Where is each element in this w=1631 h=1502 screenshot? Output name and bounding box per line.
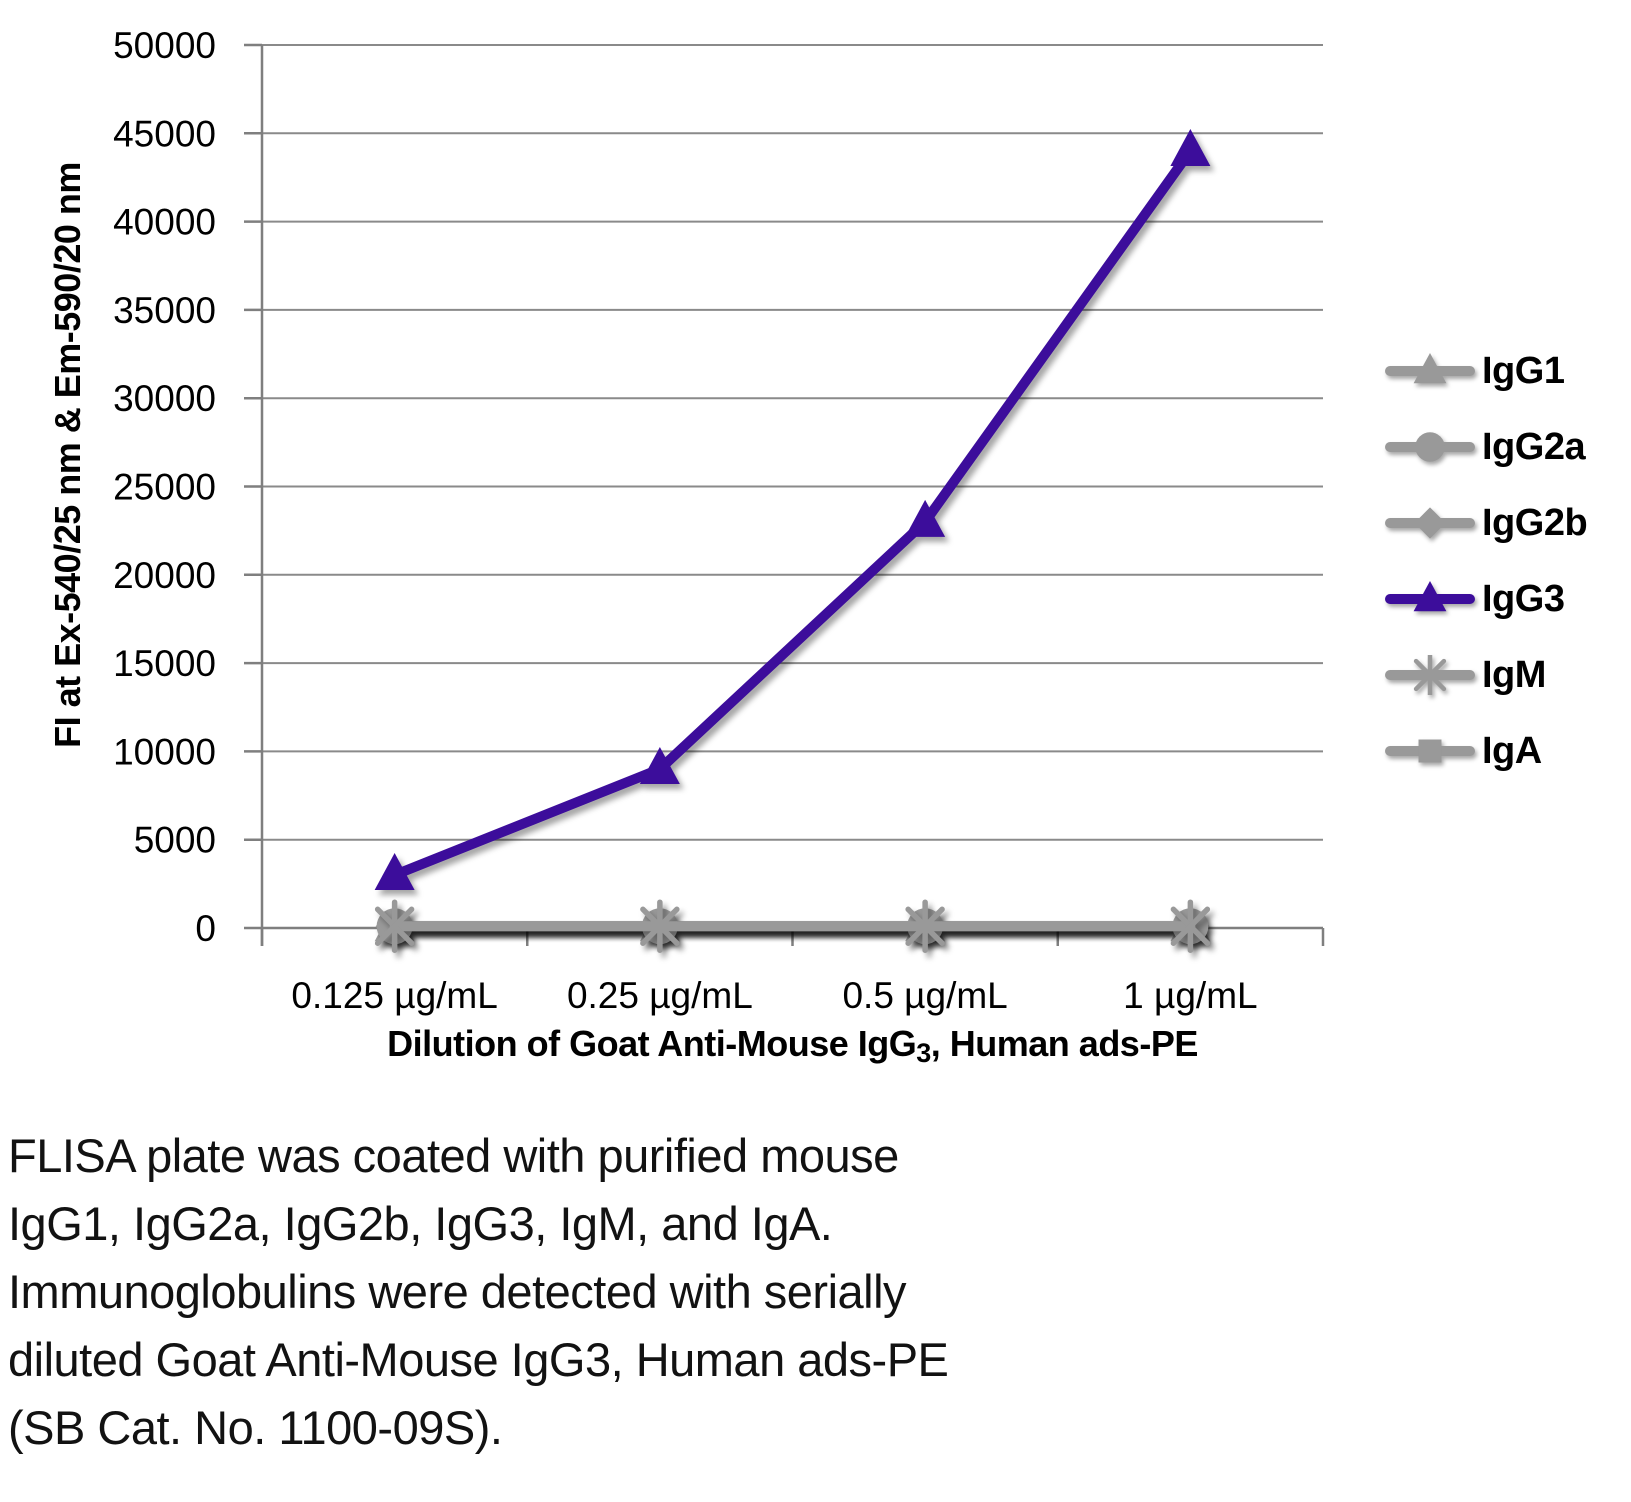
y-tick-label: 35000 — [113, 290, 216, 331]
y-tick-label: 40000 — [113, 202, 216, 243]
legend-item-IgG2a: IgG2a — [1385, 409, 1587, 485]
x-tick-label: 0.25 µg/mL — [567, 975, 753, 1016]
chart-canvas: 0 5000 10000 15000 20000 25000 30000 35000 40000… — [113, 25, 1325, 1068]
caption-line: IgG1, IgG2a, IgG2b, IgG3, IgM, and IgA. — [8, 1197, 833, 1250]
y-tick-label: 5000 — [134, 820, 216, 861]
triangle-marker-icon — [1385, 352, 1475, 384]
legend-label: IgG1 — [1482, 349, 1565, 392]
y-tick-label: 30000 — [113, 378, 216, 419]
legend-label: IgA — [1482, 729, 1542, 772]
series-IgG3 — [374, 128, 1211, 891]
y-tick-label: 50000 — [113, 25, 216, 66]
diamond-marker-icon — [1385, 507, 1475, 539]
y-axis-title: FI at Ex-540/25 nm & Em-590/20 nm — [47, 162, 88, 748]
legend-item-IgM: IgM — [1385, 637, 1587, 713]
series-IgM — [374, 899, 1211, 953]
x-tick-label: 0.5 µg/mL — [842, 975, 1007, 1016]
caption-line: FLISA plate was coated with purified mou… — [8, 1129, 899, 1182]
caption-line: Immunoglobulins were detected with seria… — [8, 1265, 907, 1318]
caption-line: (SB Cat. No. 1100-09S). — [8, 1401, 503, 1454]
y-tick-label: 25000 — [113, 467, 216, 508]
x-axis-title: Dilution of Goat Anti-Mouse IgG3, Human … — [387, 1023, 1198, 1068]
legend-label: IgG2a — [1482, 425, 1586, 468]
y-tick-label: 15000 — [113, 643, 216, 684]
legend-label: IgG3 — [1482, 577, 1565, 620]
figure-caption: FLISA plate was coated with purified mou… — [8, 1122, 1618, 1462]
y-tick-label: 0 — [195, 908, 216, 949]
legend-item-IgA: IgA — [1385, 713, 1587, 789]
gridlines: 0 5000 10000 15000 20000 25000 30000 35000 40000… — [113, 25, 1323, 949]
legend-item-IgG1: IgG1 — [1385, 333, 1587, 409]
legend-label: IgG2b — [1482, 501, 1588, 544]
legend: IgG1 IgG2a IgG2b IgG3 IgM IgA — [1385, 333, 1588, 789]
x-tick-label: 1 µg/mL — [1123, 975, 1257, 1016]
y-tick-label: 10000 — [113, 731, 216, 772]
legend-item-IgG2b: IgG2b — [1385, 485, 1588, 561]
square-marker-icon — [1385, 739, 1475, 763]
asterisk-marker-icon — [1385, 655, 1475, 695]
x-tick-label: 0.125 µg/mL — [291, 975, 497, 1016]
legend-label: IgM — [1482, 653, 1546, 696]
legend-item-IgG3: IgG3 — [1385, 561, 1587, 637]
circle-marker-icon — [1385, 432, 1475, 462]
y-tick-label: 20000 — [113, 555, 216, 596]
caption-line: diluted Goat Anti-Mouse IgG3, Human ads-… — [8, 1333, 949, 1386]
y-tick-label: 45000 — [113, 113, 216, 154]
triangle-marker-icon — [1385, 580, 1475, 612]
